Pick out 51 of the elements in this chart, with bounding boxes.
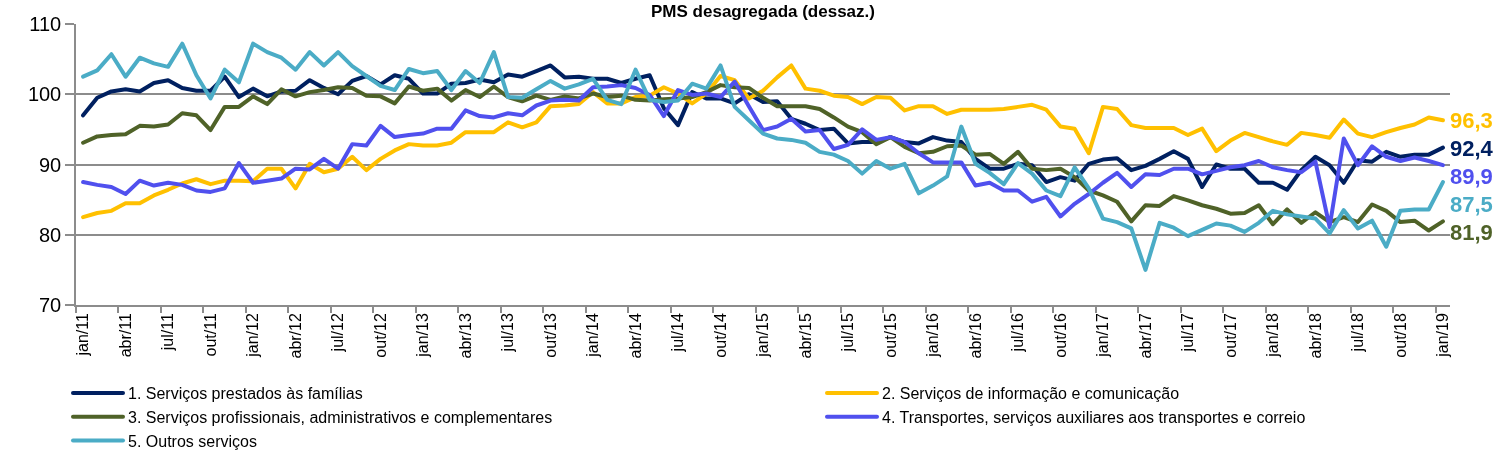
x-tick-label: jan/11 <box>74 313 92 357</box>
y-tick-label: 110 <box>29 13 62 35</box>
x-tick-label: jul/16 <box>1009 313 1027 353</box>
x-tick-label: jul/15 <box>839 313 857 353</box>
x-tick-label: out/14 <box>711 313 729 358</box>
y-tick-label: 70 <box>39 294 62 316</box>
y-tick-label: 100 <box>27 83 62 106</box>
x-tick-label: jul/12 <box>329 313 347 353</box>
data-label: 81,9 <box>1450 220 1493 245</box>
line-series <box>81 63 1445 220</box>
legend-label: 5. Outros serviços <box>128 432 257 450</box>
x-tick-label: out/18 <box>1391 313 1409 358</box>
x-tick-label: out/12 <box>371 313 389 358</box>
x-tick-label: jan/14 <box>584 313 602 358</box>
x-tick-label: abr/13 <box>456 313 474 359</box>
legend-label: 4. Transportes, serviços auxiliares aos transportes e correio <box>882 408 1306 426</box>
x-tick-label: out/11 <box>201 313 219 357</box>
x-tick-label: out/17 <box>1221 313 1239 358</box>
line-series <box>81 41 1445 272</box>
x-tick-label: out/13 <box>541 313 559 358</box>
data-label: 87,5 <box>1450 192 1493 217</box>
x-tick-label: jul/13 <box>499 313 517 353</box>
legend-label: 2. Serviços de informação e comunicação <box>882 385 1180 403</box>
data-label: 92,4 <box>1450 136 1494 161</box>
y-tick-label: 90 <box>39 153 62 176</box>
x-tick-label: abr/12 <box>286 313 304 359</box>
x-tick-label: abr/11 <box>116 313 134 358</box>
x-tick-label: abr/14 <box>626 313 644 359</box>
chart-title: PMS desagregada (dessaz.) <box>651 1 875 21</box>
y-tick-label: 80 <box>39 223 62 246</box>
x-tick-label: jul/18 <box>1349 313 1367 353</box>
x-tick-label: jul/11 <box>159 313 177 352</box>
x-tick-label: out/16 <box>1051 313 1069 358</box>
x-tick-label: out/15 <box>881 313 899 358</box>
x-tick-label: jul/17 <box>1179 313 1197 353</box>
data-label: 96,3 <box>1450 108 1493 133</box>
x-tick-label: jan/18 <box>1264 313 1282 358</box>
x-tick-label: jan/16 <box>924 313 942 358</box>
x-tick-label: abr/18 <box>1306 313 1324 359</box>
x-tick-label: abr/17 <box>1136 313 1154 359</box>
legend-label: 3. Serviços profissionais, administrativos e complementares <box>128 408 553 426</box>
x-tick-label: jan/12 <box>244 313 262 358</box>
x-tick-label: abr/16 <box>966 313 984 359</box>
x-tick-label: jan/15 <box>754 313 772 358</box>
x-tick-label: jan/17 <box>1094 313 1112 358</box>
x-tick-label: abr/15 <box>796 313 814 359</box>
data-label: 89,9 <box>1450 164 1493 189</box>
x-tick-label: jan/13 <box>414 313 432 358</box>
x-tick-label: jan/19 <box>1434 313 1452 358</box>
legend-label: 1. Serviços prestados às famílias <box>128 385 363 403</box>
x-tick-label: jul/14 <box>669 313 687 353</box>
